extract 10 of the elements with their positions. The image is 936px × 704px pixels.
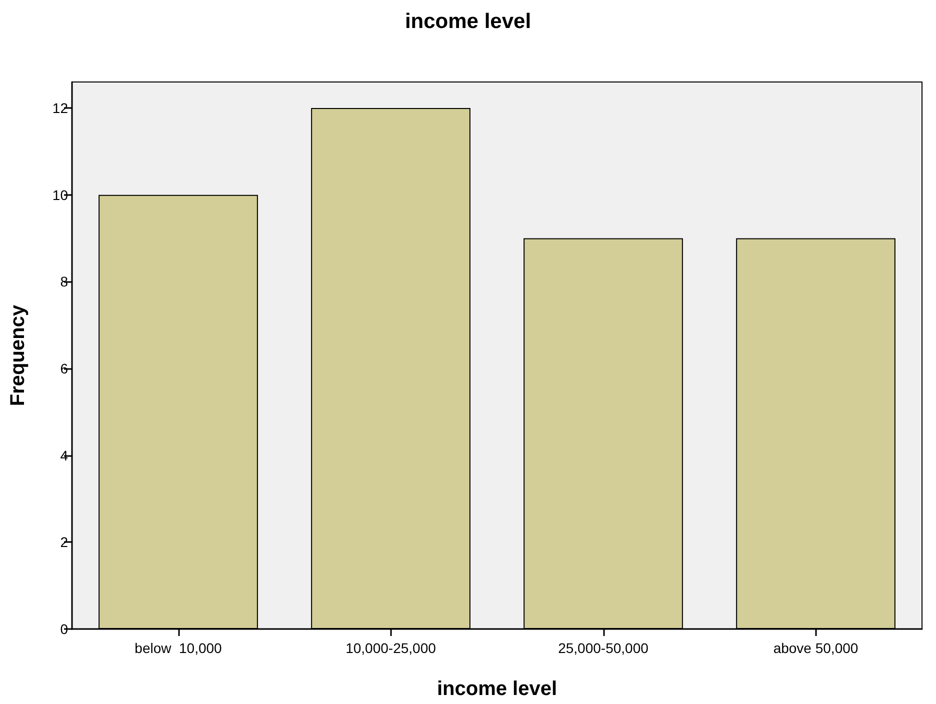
x-tick-label: 10,000-25,000 <box>346 640 436 656</box>
x-tick-label: above 50,000 <box>773 640 858 656</box>
y-axis-title: Frequency <box>7 304 29 406</box>
chart-title: income level <box>404 10 532 33</box>
y-tick-label: 6 <box>60 360 68 377</box>
y-tick-label: 12 <box>52 100 68 116</box>
x-axis-title: income level <box>436 678 558 700</box>
y-tick-label: 10 <box>52 186 68 203</box>
x-tick-label: 25,000-50,000 <box>558 640 649 656</box>
x-tick-label: below 10,000 <box>134 640 222 656</box>
